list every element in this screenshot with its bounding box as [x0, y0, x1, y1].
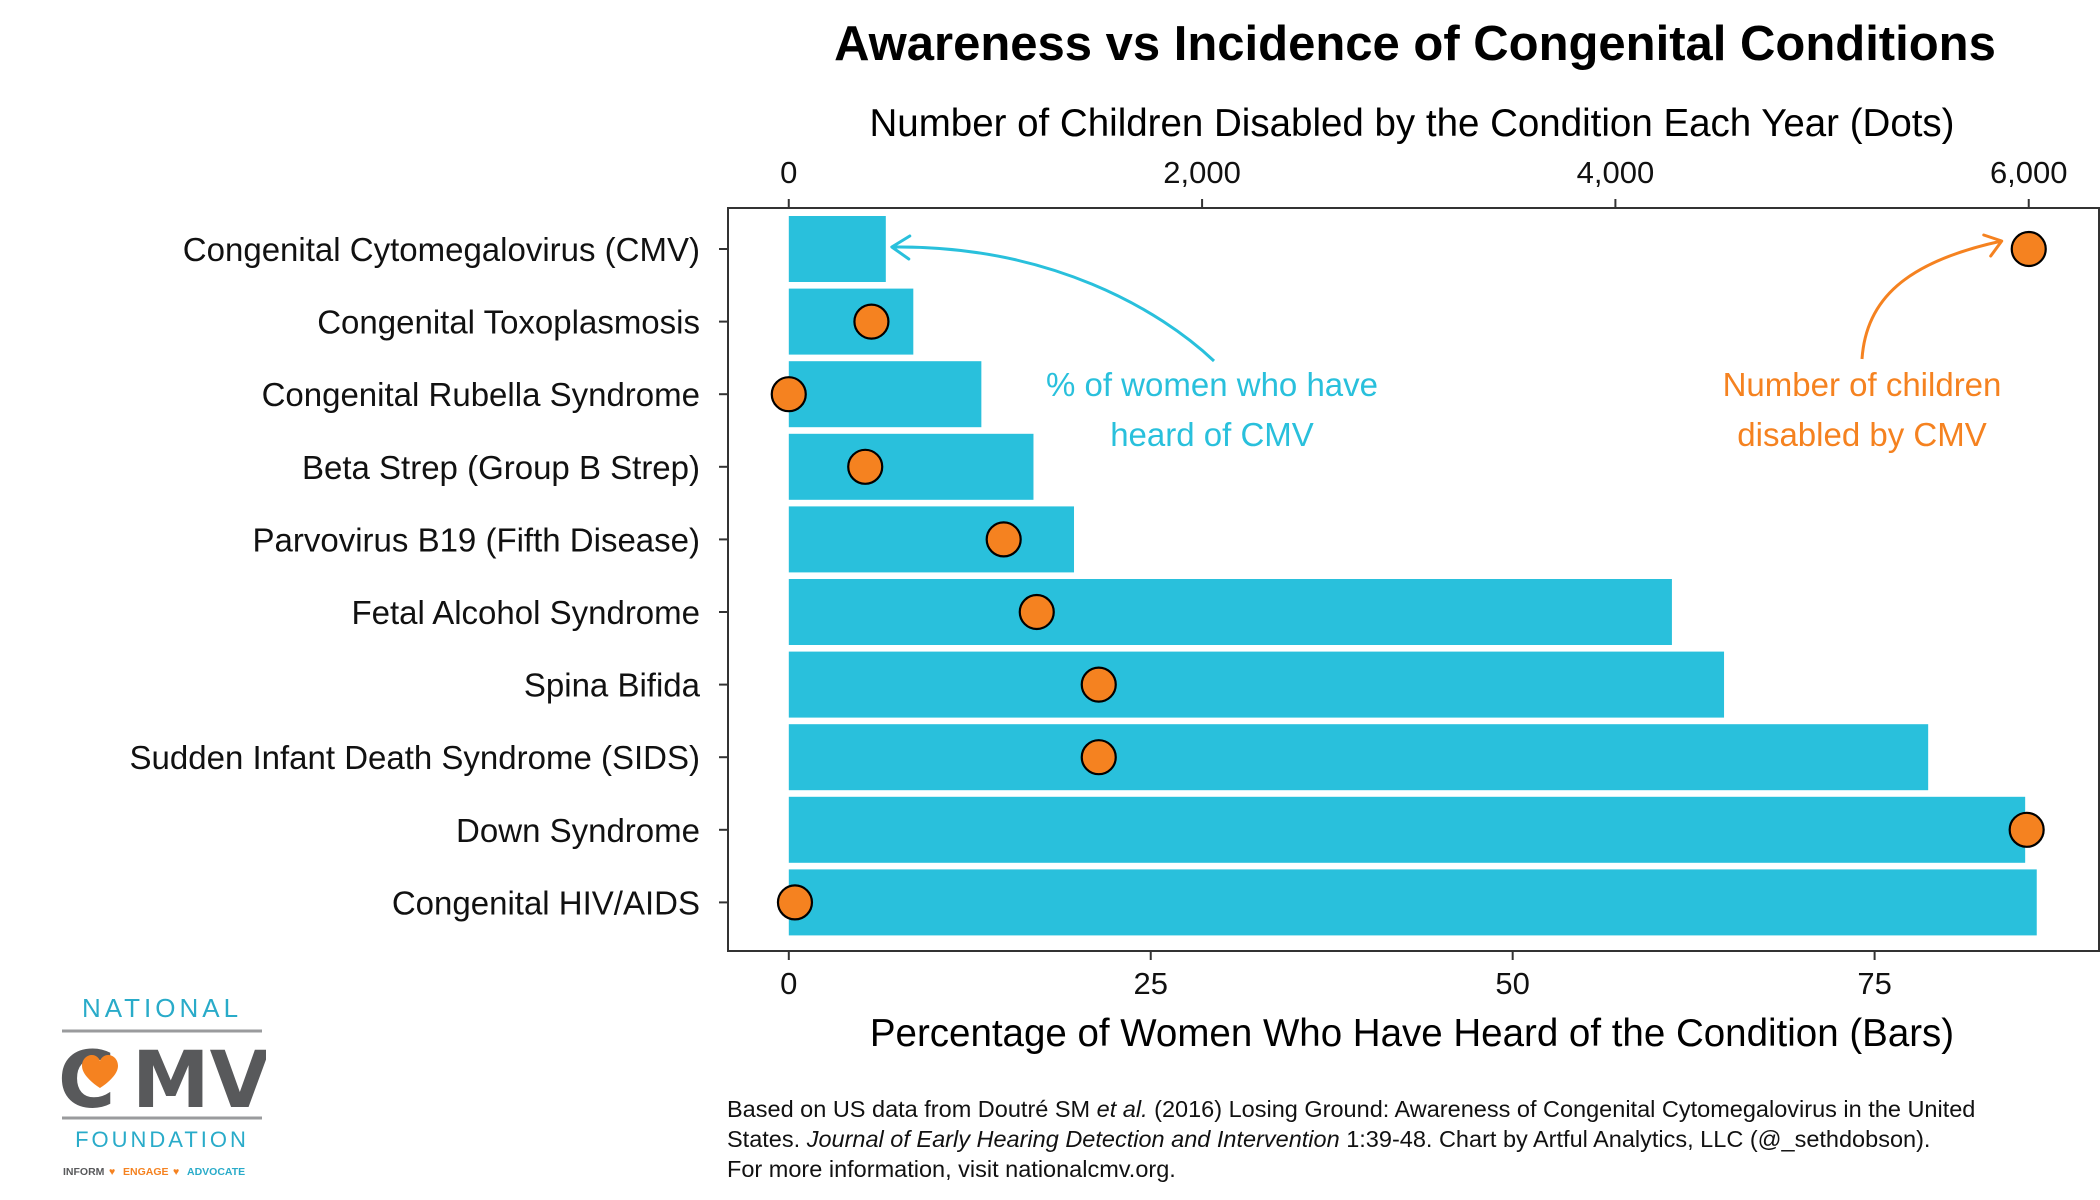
caption-line-2-text-end: 1:39-48. Chart by Artful Analytics, LLC …	[1339, 1126, 1931, 1152]
top-tick-label: 4,000	[1577, 155, 1655, 190]
dot	[2008, 811, 2045, 848]
bar	[788, 579, 1672, 645]
bar	[788, 361, 982, 428]
bar	[788, 869, 2037, 936]
dot	[776, 884, 814, 921]
top-tick-label: 6,000	[1990, 155, 2068, 190]
annotation-text-incidence: Number of children	[1723, 366, 2002, 403]
category-label: Congenital Rubella Syndrome	[262, 376, 700, 413]
dot	[1018, 593, 1055, 631]
dot	[985, 521, 1022, 558]
chart-title: Awareness vs Incidence of Congenital Con…	[834, 17, 1996, 71]
x-tick-label: 75	[1857, 966, 1891, 1001]
dot	[847, 448, 884, 485]
bar	[788, 796, 2026, 863]
category-label: Parvovirus B19 (Fifth Disease)	[253, 521, 700, 558]
category-label: Sudden Infant Death Syndrome (SIDS)	[130, 739, 700, 776]
x-tick-label: 50	[1495, 966, 1529, 1001]
logo-main-word-mv: MV	[132, 1036, 266, 1126]
annotation-arrowhead-awareness	[890, 234, 912, 261]
annotation-text-awareness: % of women who have	[1046, 366, 1378, 403]
caption-line-2: States. Journal of Early Hearing Detecti…	[727, 1124, 2087, 1154]
category-label: Fetal Alcohol Syndrome	[351, 594, 700, 631]
bar	[788, 288, 914, 355]
caption-line-1-text-end: (2016) Losing Ground: Awareness of Conge…	[1147, 1096, 1976, 1122]
dots-layer	[770, 230, 2047, 921]
caption-line-1-text: Based on US data from Doutré SM	[727, 1096, 1097, 1122]
caption-line-3: For more information, visit nationalcmv.…	[727, 1156, 1176, 1182]
logo-top-word: NATIONAL	[82, 993, 242, 1023]
bottom-axis-label: Percentage of Women Who Have Heard of th…	[870, 1012, 1954, 1055]
category-label: Congenital Cytomegalovirus (CMV)	[183, 231, 700, 268]
bar	[788, 724, 1929, 791]
dot	[770, 376, 807, 413]
logo-tagline-advocate: ADVOCATE	[187, 1166, 245, 1178]
category-label: Congenital Toxoplasmosis	[317, 304, 700, 341]
bar	[788, 433, 1034, 500]
caption-line-1-italic: et al.	[1096, 1096, 1148, 1122]
caption-line-2-text: States.	[727, 1126, 807, 1152]
x-tick-label: 0	[780, 966, 797, 1001]
top-tick-label: 2,000	[1163, 155, 1241, 190]
dot	[853, 303, 890, 340]
annotation-arrow-incidence	[1860, 239, 2003, 360]
bar	[788, 506, 1075, 573]
national-cmv-logo: NATIONAL C MV FOUNDATION INFORM ♥ ENGAGE…	[58, 993, 266, 1178]
logo-tagline-sep-1: ♥	[109, 1166, 115, 1178]
annotation-arrowhead-incidence	[1982, 233, 2004, 258]
dot	[1080, 739, 1117, 776]
annotations-layer: % of women who have heard of CMV Number of…	[890, 233, 2004, 453]
logo-bottom-word: FOUNDATION	[75, 1127, 249, 1152]
annotation-arrow-awareness	[891, 245, 1216, 363]
caption-line-1: Based on US data from Doutré SM et al. (…	[727, 1094, 2087, 1124]
logo-tagline-inform: INFORM	[63, 1166, 105, 1178]
category-label: Congenital HIV/AIDS	[392, 884, 700, 921]
annotation-text-awareness: heard of CMV	[1110, 416, 1314, 453]
dot	[2010, 230, 2047, 268]
dot	[1080, 666, 1117, 703]
source-caption: Based on US data from Doutré SM et al. (…	[727, 1094, 2087, 1184]
bars-layer	[788, 216, 2037, 936]
heart-icon	[82, 1055, 118, 1088]
caption-line-2-journal: Journal of Early Hearing Detection and I…	[806, 1126, 1340, 1152]
logo-tagline-sep-2: ♥	[173, 1166, 179, 1178]
bar	[788, 651, 1725, 718]
logo-main-word: C MV	[58, 1036, 266, 1126]
category-label: Down Syndrome	[456, 812, 700, 849]
category-label: Spina Bifida	[524, 667, 701, 704]
top-tick-label: 0	[780, 155, 797, 190]
axes-layer: Congenital Cytomegalovirus (CMV) Congenit…	[130, 155, 2068, 1001]
category-label: Beta Strep (Group B Strep)	[302, 449, 700, 486]
logo-tagline: INFORM ♥ ENGAGE ♥ ADVOCATE	[63, 1166, 245, 1178]
x-tick-label: 25	[1133, 966, 1167, 1001]
annotation-text-incidence: disabled by CMV	[1737, 416, 1986, 453]
top-axis-label: Number of Children Disabled by the Condi…	[870, 102, 1955, 145]
bar	[788, 216, 886, 282]
logo-tagline-engage: ENGAGE	[123, 1166, 169, 1178]
